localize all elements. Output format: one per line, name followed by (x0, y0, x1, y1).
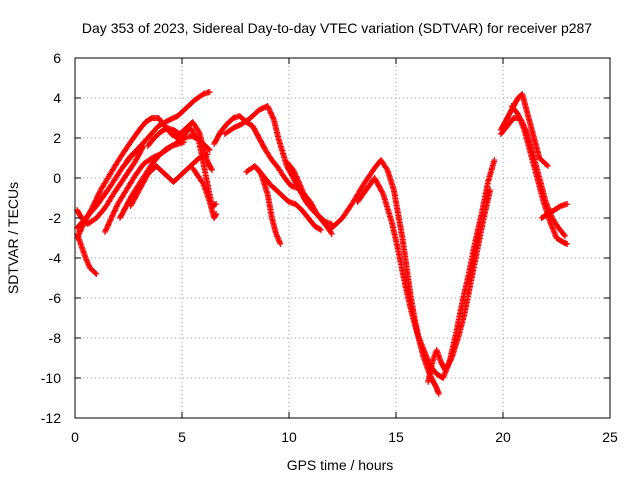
series-sat-a (74, 89, 213, 231)
y-tick-label: 0 (53, 170, 61, 186)
x-tick-label: 5 (178, 429, 186, 445)
x-tick-label: 20 (495, 429, 511, 445)
chart-title: Day 353 of 2023, Sidereal Day-to-day VTE… (82, 20, 592, 36)
y-tick-label: -12 (41, 410, 61, 426)
y-tick-label: 6 (53, 50, 61, 66)
y-tick-label: -2 (49, 210, 62, 226)
series-sat-v (538, 201, 571, 221)
data-series (74, 89, 571, 397)
series-sat-u (508, 103, 571, 247)
series-sat-c (74, 231, 100, 277)
series-sat-n (253, 165, 325, 233)
grid-lines (75, 58, 610, 418)
x-tick-label: 15 (388, 429, 404, 445)
series-sat-r (425, 187, 494, 385)
axes: 0 5 10 15 20 25 -12 -10 -8 -6 -4 -2 0 2 4 6 (41, 50, 618, 445)
series-sat-i (144, 119, 215, 173)
x-tick-label: 0 (71, 429, 79, 445)
series-sat-g (127, 151, 211, 209)
x-tick-label: 25 (602, 429, 618, 445)
x-axis-label: GPS time / hours (287, 457, 394, 473)
y-axis-label: SDTVAR / TECUs (5, 182, 21, 294)
plot-frame (74, 57, 611, 419)
series-sat-h (123, 143, 147, 165)
series-sat-o (283, 159, 335, 237)
y-tick-label: -10 (41, 370, 61, 386)
y-tick-label: -4 (49, 250, 62, 266)
x-tick-label: 10 (281, 429, 297, 445)
y-tick-label: -8 (49, 330, 62, 346)
series-sat-j (189, 165, 220, 221)
y-tick-label: -6 (49, 290, 62, 306)
y-tick-label: 4 (53, 90, 61, 106)
y-tick-label: 2 (53, 130, 61, 146)
series-sat-d (74, 143, 147, 227)
